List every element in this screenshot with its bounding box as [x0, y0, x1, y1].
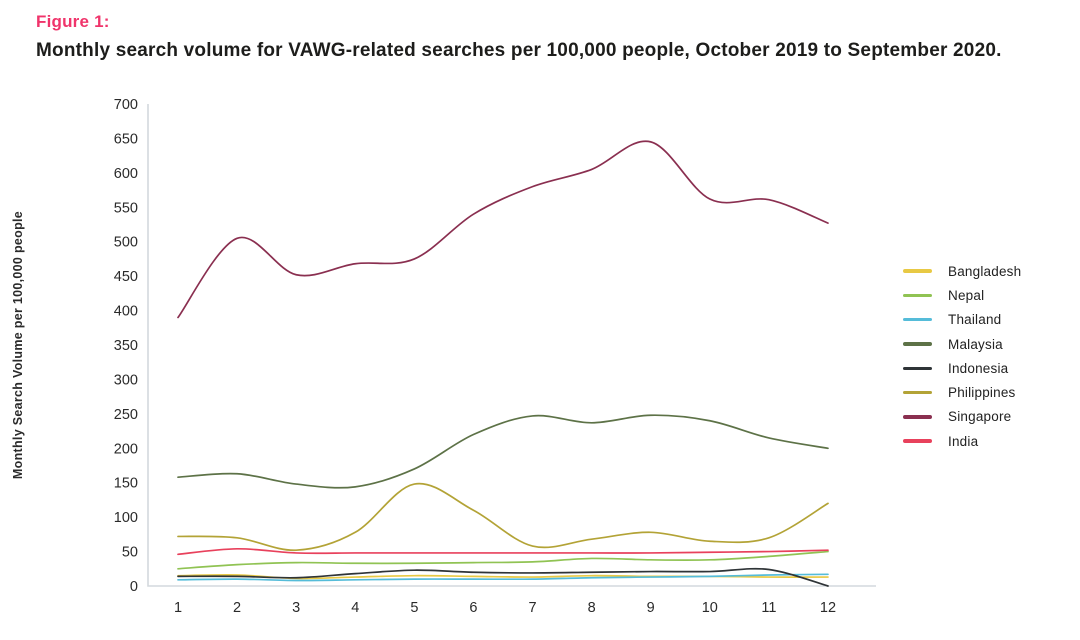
y-tick-label: 550	[114, 200, 138, 216]
x-tick-label: 7	[529, 600, 537, 616]
legend-label: Nepal	[948, 287, 985, 303]
series-line-philippines	[177, 482, 829, 552]
x-tick-label: 8	[588, 600, 596, 616]
legend-label: India	[948, 433, 979, 449]
y-tick-label: 300	[114, 372, 138, 388]
legend-item-indonesia: Indonesia	[903, 356, 1021, 380]
x-tick-label: 10	[702, 600, 718, 616]
legend-label: Singapore	[948, 409, 1012, 425]
legend-swatch-thailand	[903, 317, 932, 322]
x-tick-label: 12	[820, 600, 836, 616]
y-tick-label: 350	[114, 338, 138, 354]
legend-item-india: India	[903, 429, 1021, 453]
x-tick-label: 2	[233, 600, 241, 616]
series-line-thailand	[177, 573, 829, 582]
legend-label: Philippines	[948, 385, 1016, 401]
y-tick-label: 150	[114, 476, 138, 492]
legend-swatch-singapore	[903, 415, 932, 419]
legend-label: Indonesia	[948, 360, 1009, 376]
y-tick-label: 250	[114, 407, 138, 423]
legend-item-nepal: Nepal	[903, 283, 1021, 307]
x-tick-label: 11	[761, 600, 776, 616]
legend-item-singapore: Singapore	[903, 405, 1021, 429]
x-tick-label: 5	[410, 600, 418, 616]
y-tick-label: 600	[114, 166, 138, 182]
y-tick-label: 200	[114, 441, 138, 457]
series-line-nepal	[177, 550, 829, 570]
legend-item-thailand: Thailand	[903, 308, 1021, 332]
y-tick-label: 700	[114, 97, 138, 113]
legend-item-philippines: Philippines	[903, 380, 1021, 404]
legend-swatch-bangladesh	[903, 269, 932, 273]
legend-label: Malaysia	[948, 336, 1003, 352]
y-tick-label: 450	[114, 269, 138, 285]
legend-swatch-india	[903, 439, 932, 443]
x-tick-label: 9	[647, 600, 655, 616]
legend-swatch-philippines	[903, 390, 932, 395]
series-line-indonesia	[177, 567, 829, 587]
legend-swatch-malaysia	[903, 342, 932, 346]
y-tick-label: 100	[114, 510, 138, 526]
x-tick-label: 4	[351, 600, 359, 616]
y-axis-title: Monthly Search Volume per 100,000 people	[11, 210, 25, 480]
legend-label: Bangladesh	[948, 263, 1022, 279]
legend-item-bangladesh: Bangladesh	[903, 259, 1021, 283]
x-tick-label: 3	[292, 600, 300, 616]
figure-title: Monthly search volume for VAWG-related s…	[36, 40, 1002, 61]
figure-label: Figure 1:	[36, 12, 110, 31]
legend: Bangladesh Nepal Thailand Malaysia Indonesia…	[903, 259, 1021, 453]
x-tick-label: 1	[174, 600, 182, 616]
y-tick-label: 50	[122, 545, 138, 561]
legend-swatch-nepal	[903, 293, 932, 298]
legend-item-malaysia: Malaysia	[903, 332, 1021, 356]
y-tick-label: 650	[114, 131, 138, 147]
legend-swatch-indonesia	[903, 366, 932, 371]
series-line-singapore	[177, 140, 829, 319]
series-line-india	[177, 547, 829, 556]
y-tick-label: 400	[114, 304, 138, 320]
axis-lines	[147, 104, 876, 587]
series-line-malaysia	[177, 414, 829, 489]
y-tick-label: 0	[130, 579, 138, 595]
y-tick-label: 500	[114, 235, 138, 251]
x-tick-label: 6	[469, 600, 477, 616]
legend-label: Thailand	[948, 312, 1002, 328]
